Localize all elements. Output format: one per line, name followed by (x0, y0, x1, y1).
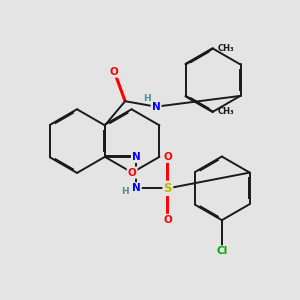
Text: CH₃: CH₃ (218, 44, 234, 53)
Text: S: S (164, 182, 172, 195)
Text: O: O (110, 67, 119, 76)
Text: O: O (128, 168, 136, 178)
Text: N: N (132, 152, 141, 162)
Text: O: O (164, 152, 172, 162)
Text: O: O (164, 215, 172, 225)
Text: H: H (122, 187, 129, 196)
Text: Cl: Cl (217, 246, 228, 256)
Text: H: H (143, 94, 151, 103)
Text: N: N (132, 183, 141, 193)
Text: CH₃: CH₃ (218, 107, 234, 116)
Text: N: N (152, 102, 161, 112)
